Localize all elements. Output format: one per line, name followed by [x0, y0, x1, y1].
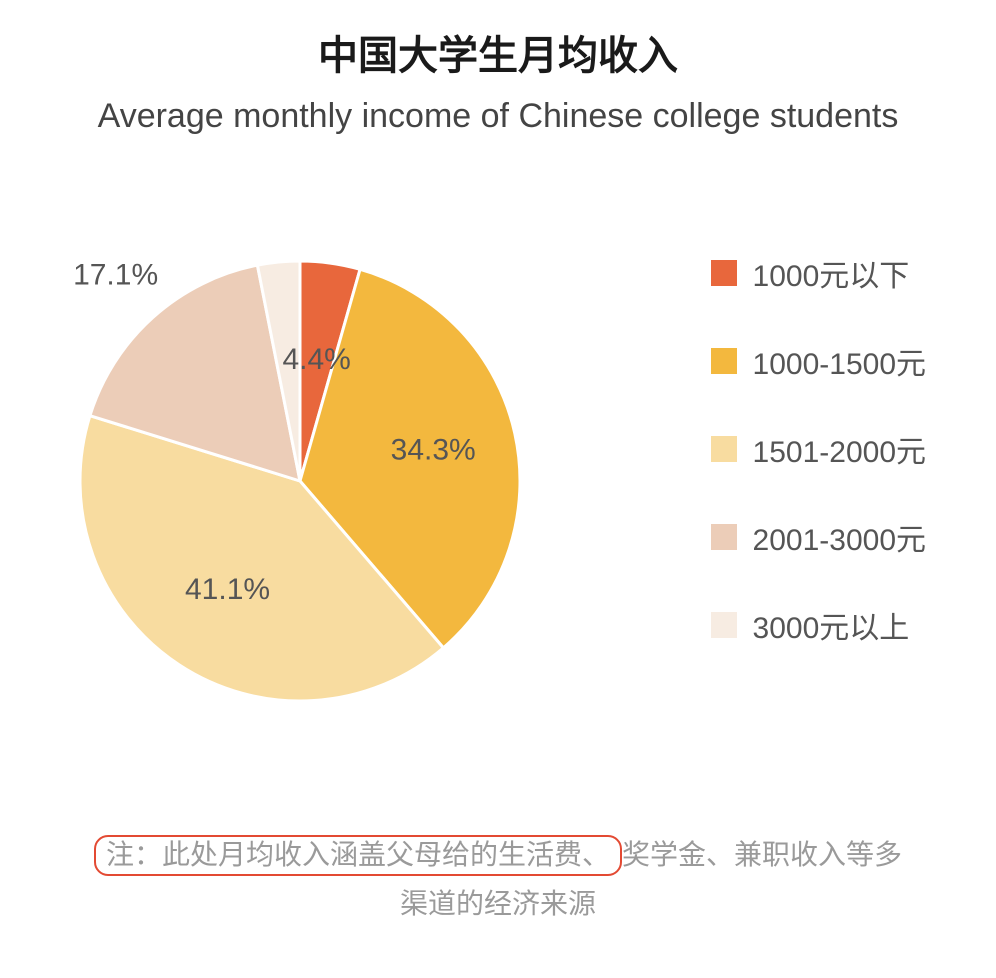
footnote: 注：此处月均收入涵盖父母给的生活费、奖学金、兼职收入等多渠道的经济来源: [80, 830, 916, 928]
legend-swatch: [711, 260, 737, 286]
legend-item: 1000-1500元: [711, 339, 926, 383]
legend-label: 3000元以上: [753, 603, 910, 647]
legend-item: 1501-2000元: [711, 427, 926, 471]
legend-item: 1000元以下: [711, 251, 926, 295]
legend: 1000元以下 1000-1500元 1501-2000元 2001-3000元 300…: [711, 251, 926, 691]
title-english: Average monthly income of Chinese colleg…: [0, 92, 996, 141]
pie-slice-label: 4.4%: [282, 343, 350, 376]
pie-chart: 4.4%34.3%41.1%17.1%3.1%: [60, 231, 580, 756]
legend-swatch: [711, 612, 737, 638]
title-chinese: 中国大学生月均收入: [0, 30, 996, 82]
pie-slice-label: 41.1%: [185, 574, 270, 607]
legend-label: 1501-2000元: [753, 427, 926, 471]
legend-swatch: [711, 348, 737, 374]
legend-label: 1000元以下: [753, 251, 910, 295]
legend-label: 1000-1500元: [753, 339, 926, 383]
footnote-highlight: 注：此处月均收入涵盖父母给的生活费、: [94, 835, 622, 876]
legend-swatch: [711, 524, 737, 550]
legend-item: 2001-3000元: [711, 515, 926, 559]
legend-swatch: [711, 436, 737, 462]
legend-label: 2001-3000元: [753, 515, 926, 559]
chart-container: 中国大学生月均收入 Average monthly income of Chin…: [0, 0, 996, 978]
chart-area: 4.4%34.3%41.1%17.1%3.1% 1000元以下1000-1500…: [0, 191, 996, 751]
pie-slice-label: 17.1%: [73, 259, 158, 292]
pie-slice-label: 34.3%: [391, 434, 476, 467]
legend-item: 3000元以上: [711, 603, 926, 647]
